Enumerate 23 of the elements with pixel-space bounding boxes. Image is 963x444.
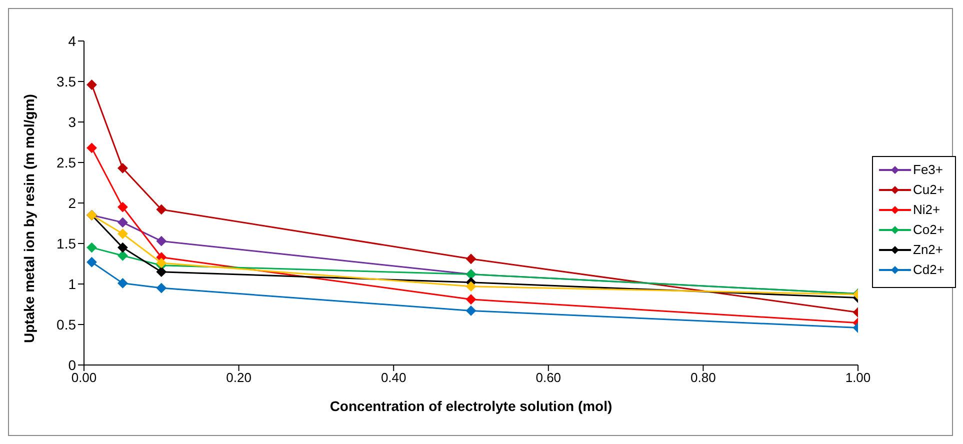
y-axis-title: Uptake metal ion by resin (m mol/gm) (20, 94, 37, 343)
x-tick-label: 0.00 (71, 370, 97, 386)
y-tick-label: 1.5 (56, 235, 76, 252)
x-tick-label: 1.00 (845, 370, 871, 386)
x-tick-label: 0.60 (536, 370, 562, 386)
x-tick-label: 0.40 (380, 370, 406, 386)
legend-label: Cd2+ (913, 262, 945, 277)
x-tick-label: 0.80 (690, 370, 716, 386)
y-tick-label: 2 (68, 194, 76, 211)
y-tick-label: 2.5 (56, 154, 76, 170)
x-axis-title: Concentration of electrolyte solution (mol) (330, 398, 612, 414)
legend-label: Fe3+ (913, 162, 944, 177)
y-tick-label: 0.5 (56, 316, 76, 332)
y-tick-label: 3 (68, 114, 76, 130)
y-tick-label: 4 (68, 32, 76, 49)
legend-label: Zn2+ (913, 242, 944, 257)
x-tick-label: 0.20 (226, 370, 252, 386)
legend-label: Ni2+ (913, 202, 942, 217)
y-tick-label: 0 (68, 356, 76, 373)
y-tick-label: 1 (68, 276, 76, 292)
legend-label: Cu2+ (913, 182, 945, 197)
legend-label: Co2+ (913, 222, 945, 237)
y-tick-label: 3.5 (56, 73, 76, 90)
